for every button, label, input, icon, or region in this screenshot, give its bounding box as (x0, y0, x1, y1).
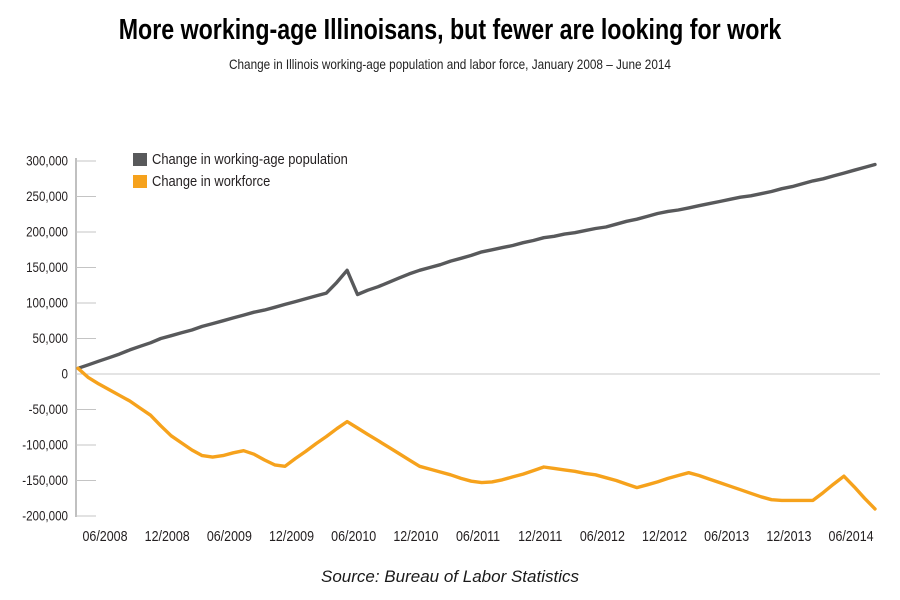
source-attribution: Source: Bureau of Labor Statistics (321, 567, 579, 586)
x-axis-label: 06/2009 (207, 528, 252, 544)
population-line (76, 162, 877, 370)
x-axis-label: 12/2013 (766, 528, 811, 544)
x-axis-label: 06/2012 (580, 528, 625, 544)
population-legend-swatch (133, 152, 147, 166)
x-axis-label: 06/2014 (829, 528, 874, 544)
x-axis-label: 12/2009 (269, 528, 314, 544)
y-axis-label: 200,000 (26, 225, 68, 240)
chart-title: More working-age Illinoisans, but fewer … (118, 14, 782, 46)
workforce-legend-swatch (133, 174, 147, 188)
y-axis-label: 250,000 (26, 189, 68, 204)
y-axis-label: -100,000 (22, 438, 68, 453)
y-axis-ticks (76, 160, 96, 517)
x-axis-labels: 06/2008 12/2008 06/2009 12/2009 06/2010 12/20… (82, 528, 874, 544)
y-axis-label: 300,000 (26, 154, 68, 169)
chart-subtitle: Change in Illinois working-age populatio… (229, 56, 671, 72)
y-axis-label: -50,000 (29, 402, 68, 417)
x-axis-label: 06/2008 (82, 528, 127, 544)
y-axis-label: -150,000 (22, 473, 68, 488)
x-axis-label: 12/2012 (642, 528, 687, 544)
x-axis-label: 12/2011 (518, 528, 562, 544)
y-axis-label: 0 (62, 367, 68, 382)
y-axis-label: 100,000 (26, 296, 68, 311)
y-axis-labels: 300,000 250,000 200,000 150,000 100,000 50,00… (22, 154, 68, 524)
x-axis-label: 06/2010 (331, 528, 376, 544)
y-axis-label: 50,000 (33, 331, 68, 346)
workforce-legend-label: Change in workforce (152, 172, 271, 190)
x-axis-label: 12/2008 (145, 528, 190, 544)
data-series (76, 162, 877, 511)
population-legend-label: Change in working-age population (152, 150, 348, 168)
chart-legend: Change in working-age population Change … (133, 151, 380, 195)
legend-item-workforce: Change in workforce (133, 172, 380, 190)
legend-item-population: Change in working-age population (133, 150, 380, 168)
y-axis-label: 150,000 (26, 260, 68, 275)
y-axis-label: -200,000 (22, 509, 68, 524)
workforce-line (76, 366, 877, 511)
x-axis-label: 06/2013 (704, 528, 749, 544)
x-axis-label: 06/2011 (456, 528, 500, 544)
x-axis-label: 12/2010 (393, 528, 438, 544)
